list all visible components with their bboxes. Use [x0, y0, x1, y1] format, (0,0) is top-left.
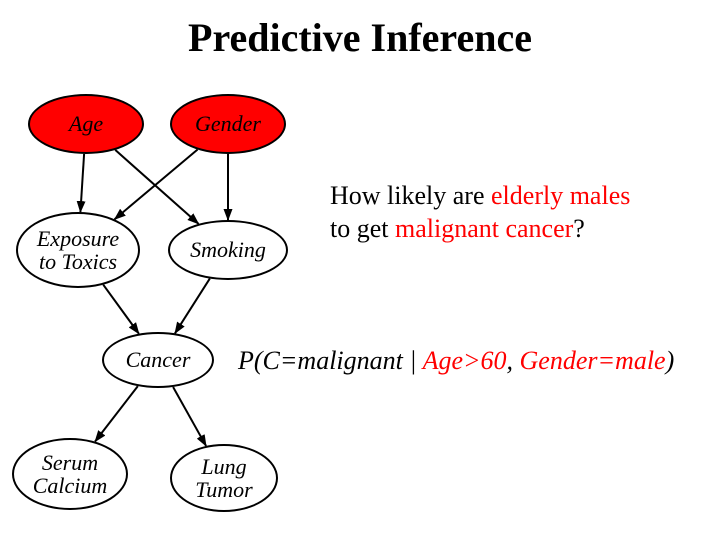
- node-smoking-label: Smoking: [190, 238, 266, 261]
- node-age: Age: [28, 94, 144, 154]
- edge-age-to-exposure: [80, 154, 84, 212]
- diagram-stage: Predictive Inference Age Gender Exposure…: [0, 0, 720, 540]
- edge-cancer-to-lung: [173, 387, 206, 446]
- node-serum: SerumCalcium: [12, 438, 128, 510]
- edge-age-to-smoking: [115, 150, 198, 224]
- node-smoking: Smoking: [168, 220, 288, 280]
- node-cancer-label: Cancer: [126, 348, 191, 371]
- node-lung: LungTumor: [170, 444, 278, 512]
- node-exposure-label: Exposureto Toxics: [37, 227, 119, 273]
- node-lung-label: LungTumor: [195, 455, 252, 501]
- node-age-label: Age: [69, 112, 103, 135]
- node-exposure: Exposureto Toxics: [16, 212, 140, 288]
- node-cancer: Cancer: [102, 332, 214, 388]
- edge-exposure-to-cancer: [103, 285, 139, 334]
- edge-cancer-to-serum: [95, 386, 138, 441]
- node-gender-label: Gender: [195, 112, 261, 135]
- node-gender: Gender: [170, 94, 286, 154]
- node-serum-label: SerumCalcium: [33, 451, 108, 497]
- edge-smoking-to-cancer: [175, 279, 210, 334]
